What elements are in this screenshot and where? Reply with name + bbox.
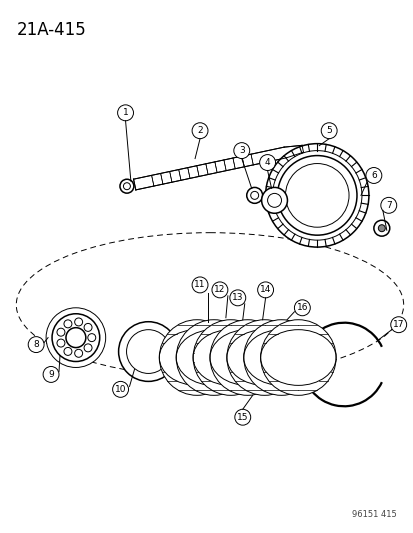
Circle shape xyxy=(64,320,72,328)
Ellipse shape xyxy=(226,320,301,395)
Text: 2: 2 xyxy=(197,126,202,135)
Ellipse shape xyxy=(260,320,335,395)
Circle shape xyxy=(380,197,396,213)
Text: 6: 6 xyxy=(370,171,376,180)
Circle shape xyxy=(234,409,250,425)
Text: 12: 12 xyxy=(214,285,225,294)
Text: 10: 10 xyxy=(114,385,126,394)
Circle shape xyxy=(46,308,105,367)
Circle shape xyxy=(117,105,133,121)
Text: 16: 16 xyxy=(296,303,307,312)
Circle shape xyxy=(57,328,65,336)
Circle shape xyxy=(88,334,95,342)
Text: 15: 15 xyxy=(236,413,248,422)
Circle shape xyxy=(246,188,262,203)
Circle shape xyxy=(267,193,281,207)
Circle shape xyxy=(259,155,275,171)
Text: 13: 13 xyxy=(231,293,243,302)
Text: 1: 1 xyxy=(122,108,128,117)
Ellipse shape xyxy=(176,320,251,395)
Circle shape xyxy=(64,348,72,356)
Circle shape xyxy=(229,290,245,306)
Circle shape xyxy=(28,337,44,352)
Circle shape xyxy=(74,349,83,357)
Text: 14: 14 xyxy=(259,285,271,294)
Circle shape xyxy=(250,191,258,199)
Circle shape xyxy=(118,322,178,382)
Ellipse shape xyxy=(209,320,285,395)
Circle shape xyxy=(74,318,83,326)
Text: 4: 4 xyxy=(264,158,270,167)
Circle shape xyxy=(373,220,389,236)
Circle shape xyxy=(390,317,406,333)
Circle shape xyxy=(211,282,227,298)
Circle shape xyxy=(192,123,207,139)
Circle shape xyxy=(66,328,85,348)
Text: 96151 415: 96151 415 xyxy=(351,510,396,519)
Circle shape xyxy=(294,300,310,316)
Circle shape xyxy=(57,339,65,347)
Text: 11: 11 xyxy=(194,280,205,289)
Circle shape xyxy=(52,314,100,361)
Circle shape xyxy=(192,277,207,293)
Ellipse shape xyxy=(159,320,234,395)
Circle shape xyxy=(320,123,336,139)
Circle shape xyxy=(120,179,133,193)
Text: 7: 7 xyxy=(385,201,391,210)
Ellipse shape xyxy=(192,320,268,395)
Circle shape xyxy=(365,167,381,183)
Text: 9: 9 xyxy=(48,370,54,379)
Circle shape xyxy=(123,183,130,190)
Circle shape xyxy=(84,324,92,332)
Circle shape xyxy=(126,330,170,374)
Circle shape xyxy=(43,367,59,382)
Circle shape xyxy=(261,188,287,213)
Text: 5: 5 xyxy=(325,126,331,135)
Text: 8: 8 xyxy=(33,340,39,349)
Ellipse shape xyxy=(243,320,318,395)
Circle shape xyxy=(112,382,128,397)
Text: 21A-415: 21A-415 xyxy=(16,21,86,39)
Circle shape xyxy=(377,225,385,232)
Circle shape xyxy=(84,344,92,352)
Polygon shape xyxy=(133,146,303,190)
Circle shape xyxy=(257,282,273,298)
Circle shape xyxy=(265,144,368,247)
Text: 3: 3 xyxy=(238,146,244,155)
Text: 17: 17 xyxy=(392,320,404,329)
Circle shape xyxy=(233,143,249,158)
